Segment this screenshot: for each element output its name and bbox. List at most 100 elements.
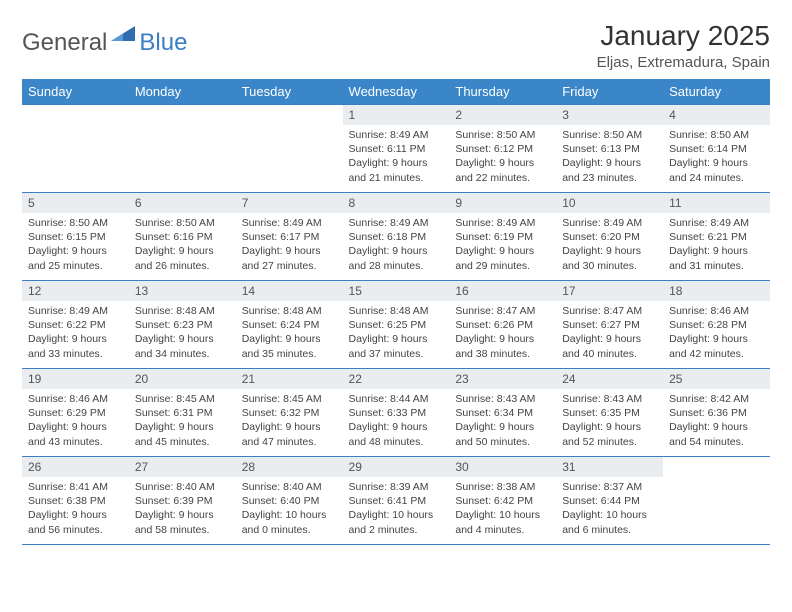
day-number: 20 xyxy=(129,369,236,389)
daylight-line: Daylight: 9 hours and 22 minutes. xyxy=(455,156,550,184)
calendar-day-cell: 12Sunrise: 8:49 AMSunset: 6:22 PMDayligh… xyxy=(22,281,129,369)
calendar-week-row: 19Sunrise: 8:46 AMSunset: 6:29 PMDayligh… xyxy=(22,369,770,457)
daylight-line: Daylight: 9 hours and 52 minutes. xyxy=(562,420,657,448)
day-number: 9 xyxy=(449,193,556,213)
sunset-line: Sunset: 6:17 PM xyxy=(242,230,337,244)
calendar-week-row: 1Sunrise: 8:49 AMSunset: 6:11 PMDaylight… xyxy=(22,105,770,193)
calendar-day-cell: 16Sunrise: 8:47 AMSunset: 6:26 PMDayligh… xyxy=(449,281,556,369)
day-number: 23 xyxy=(449,369,556,389)
day-details: Sunrise: 8:39 AMSunset: 6:41 PMDaylight:… xyxy=(343,477,450,540)
day-number: 5 xyxy=(22,193,129,213)
day-number: 16 xyxy=(449,281,556,301)
sunset-line: Sunset: 6:22 PM xyxy=(28,318,123,332)
sunset-line: Sunset: 6:15 PM xyxy=(28,230,123,244)
sunrise-line: Sunrise: 8:38 AM xyxy=(455,480,550,494)
daylight-line: Daylight: 9 hours and 23 minutes. xyxy=(562,156,657,184)
sunset-line: Sunset: 6:38 PM xyxy=(28,494,123,508)
day-details: Sunrise: 8:49 AMSunset: 6:21 PMDaylight:… xyxy=(663,213,770,276)
sunrise-line: Sunrise: 8:49 AM xyxy=(242,216,337,230)
daylight-line: Daylight: 9 hours and 47 minutes. xyxy=(242,420,337,448)
sunset-line: Sunset: 6:14 PM xyxy=(669,142,764,156)
day-details: Sunrise: 8:48 AMSunset: 6:25 PMDaylight:… xyxy=(343,301,450,364)
calendar-week-row: 26Sunrise: 8:41 AMSunset: 6:38 PMDayligh… xyxy=(22,457,770,545)
calendar-day-cell: 15Sunrise: 8:48 AMSunset: 6:25 PMDayligh… xyxy=(343,281,450,369)
day-details: Sunrise: 8:48 AMSunset: 6:24 PMDaylight:… xyxy=(236,301,343,364)
calendar-day-cell: 20Sunrise: 8:45 AMSunset: 6:31 PMDayligh… xyxy=(129,369,236,457)
day-details: Sunrise: 8:40 AMSunset: 6:39 PMDaylight:… xyxy=(129,477,236,540)
day-number: 8 xyxy=(343,193,450,213)
day-number: 10 xyxy=(556,193,663,213)
brand-part2: Blue xyxy=(139,29,187,57)
sunset-line: Sunset: 6:40 PM xyxy=(242,494,337,508)
sunrise-line: Sunrise: 8:49 AM xyxy=(562,216,657,230)
day-number-empty xyxy=(236,105,343,125)
day-details: Sunrise: 8:47 AMSunset: 6:26 PMDaylight:… xyxy=(449,301,556,364)
day-details: Sunrise: 8:43 AMSunset: 6:35 PMDaylight:… xyxy=(556,389,663,452)
day-number: 4 xyxy=(663,105,770,125)
calendar-day-cell xyxy=(129,105,236,193)
daylight-line: Daylight: 9 hours and 34 minutes. xyxy=(135,332,230,360)
sunset-line: Sunset: 6:24 PM xyxy=(242,318,337,332)
sunrise-line: Sunrise: 8:49 AM xyxy=(28,304,123,318)
calendar-body: 1Sunrise: 8:49 AMSunset: 6:11 PMDaylight… xyxy=(22,105,770,545)
calendar-day-cell: 13Sunrise: 8:48 AMSunset: 6:23 PMDayligh… xyxy=(129,281,236,369)
sunset-line: Sunset: 6:12 PM xyxy=(455,142,550,156)
sunrise-line: Sunrise: 8:45 AM xyxy=(242,392,337,406)
calendar-week-row: 5Sunrise: 8:50 AMSunset: 6:15 PMDaylight… xyxy=(22,193,770,281)
sunrise-line: Sunrise: 8:49 AM xyxy=(455,216,550,230)
day-number: 14 xyxy=(236,281,343,301)
sunrise-line: Sunrise: 8:50 AM xyxy=(455,128,550,142)
daylight-line: Daylight: 9 hours and 38 minutes. xyxy=(455,332,550,360)
day-details: Sunrise: 8:50 AMSunset: 6:14 PMDaylight:… xyxy=(663,125,770,188)
sunrise-line: Sunrise: 8:47 AM xyxy=(455,304,550,318)
day-number: 6 xyxy=(129,193,236,213)
sunrise-line: Sunrise: 8:44 AM xyxy=(349,392,444,406)
calendar-week-row: 12Sunrise: 8:49 AMSunset: 6:22 PMDayligh… xyxy=(22,281,770,369)
day-number: 19 xyxy=(22,369,129,389)
sunset-line: Sunset: 6:39 PM xyxy=(135,494,230,508)
sunrise-line: Sunrise: 8:43 AM xyxy=(455,392,550,406)
calendar-day-cell: 24Sunrise: 8:43 AMSunset: 6:35 PMDayligh… xyxy=(556,369,663,457)
daylight-line: Daylight: 10 hours and 0 minutes. xyxy=(242,508,337,536)
sunset-line: Sunset: 6:34 PM xyxy=(455,406,550,420)
day-number: 26 xyxy=(22,457,129,477)
sunrise-line: Sunrise: 8:48 AM xyxy=(242,304,337,318)
sunset-line: Sunset: 6:11 PM xyxy=(349,142,444,156)
day-number: 27 xyxy=(129,457,236,477)
daylight-line: Daylight: 9 hours and 42 minutes. xyxy=(669,332,764,360)
daylight-line: Daylight: 9 hours and 21 minutes. xyxy=(349,156,444,184)
day-details: Sunrise: 8:49 AMSunset: 6:18 PMDaylight:… xyxy=(343,213,450,276)
title-block: January 2025 Eljas, Extremadura, Spain xyxy=(597,20,770,71)
weekday-header: Sunday xyxy=(22,79,129,105)
sunset-line: Sunset: 6:36 PM xyxy=(669,406,764,420)
sunrise-line: Sunrise: 8:37 AM xyxy=(562,480,657,494)
day-details: Sunrise: 8:49 AMSunset: 6:20 PMDaylight:… xyxy=(556,213,663,276)
sunrise-line: Sunrise: 8:42 AM xyxy=(669,392,764,406)
daylight-line: Daylight: 9 hours and 56 minutes. xyxy=(28,508,123,536)
calendar-day-cell xyxy=(663,457,770,545)
calendar-day-cell: 22Sunrise: 8:44 AMSunset: 6:33 PMDayligh… xyxy=(343,369,450,457)
day-number: 2 xyxy=(449,105,556,125)
sunset-line: Sunset: 6:21 PM xyxy=(669,230,764,244)
day-details: Sunrise: 8:50 AMSunset: 6:16 PMDaylight:… xyxy=(129,213,236,276)
calendar-day-cell xyxy=(236,105,343,193)
sunrise-line: Sunrise: 8:40 AM xyxy=(135,480,230,494)
weekday-header: Thursday xyxy=(449,79,556,105)
calendar-day-cell: 31Sunrise: 8:37 AMSunset: 6:44 PMDayligh… xyxy=(556,457,663,545)
sunset-line: Sunset: 6:26 PM xyxy=(455,318,550,332)
sunset-line: Sunset: 6:28 PM xyxy=(669,318,764,332)
sunrise-line: Sunrise: 8:40 AM xyxy=(242,480,337,494)
day-details: Sunrise: 8:50 AMSunset: 6:13 PMDaylight:… xyxy=(556,125,663,188)
brand-part1: General xyxy=(22,29,107,57)
day-details: Sunrise: 8:46 AMSunset: 6:29 PMDaylight:… xyxy=(22,389,129,452)
day-details: Sunrise: 8:50 AMSunset: 6:12 PMDaylight:… xyxy=(449,125,556,188)
weekday-header: Friday xyxy=(556,79,663,105)
sunrise-line: Sunrise: 8:45 AM xyxy=(135,392,230,406)
calendar-day-cell: 11Sunrise: 8:49 AMSunset: 6:21 PMDayligh… xyxy=(663,193,770,281)
day-details: Sunrise: 8:46 AMSunset: 6:28 PMDaylight:… xyxy=(663,301,770,364)
brand-logo: General Blue xyxy=(22,26,187,59)
day-details: Sunrise: 8:49 AMSunset: 6:17 PMDaylight:… xyxy=(236,213,343,276)
day-details: Sunrise: 8:42 AMSunset: 6:36 PMDaylight:… xyxy=(663,389,770,452)
sunset-line: Sunset: 6:31 PM xyxy=(135,406,230,420)
day-details: Sunrise: 8:49 AMSunset: 6:22 PMDaylight:… xyxy=(22,301,129,364)
